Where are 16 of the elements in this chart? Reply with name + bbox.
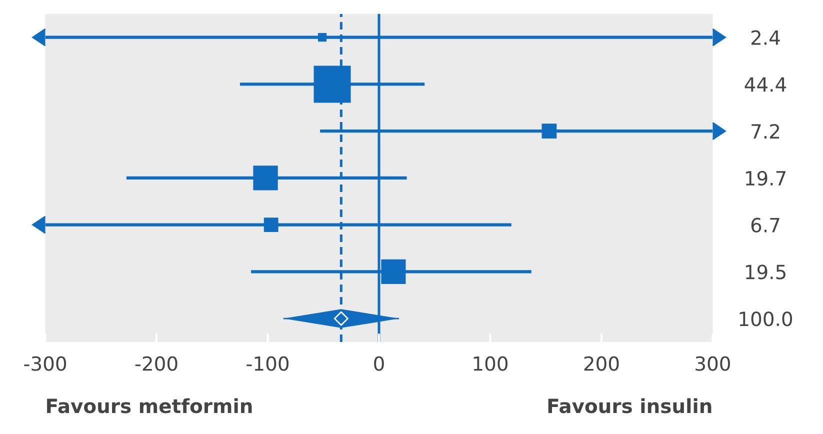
x-tick-label: -100 — [246, 356, 289, 371]
y-tick-label: 44.4 — [744, 77, 786, 92]
x-tick-label: -300 — [24, 356, 66, 371]
y-tick-label: 7.2 — [752, 124, 780, 138]
x-tick-label: 100 — [474, 356, 508, 371]
text: Favours metformin — [47, 398, 252, 414]
x-tick-label: 200 — [584, 356, 619, 371]
y-tick-label: 19.5 — [746, 264, 786, 280]
y-tick-label: 100.0 — [740, 312, 792, 326]
x-tick-label: 300 — [696, 356, 730, 371]
x-tick-label: -200 — [135, 356, 178, 371]
y-tick-label: 19.7 — [746, 170, 786, 186]
y-tick-label: 6.7 — [751, 218, 780, 232]
y-tick-label: 2.4 — [751, 30, 780, 45]
text: Favours insulin — [548, 398, 712, 414]
x-tick-label: 0 — [374, 356, 384, 371]
